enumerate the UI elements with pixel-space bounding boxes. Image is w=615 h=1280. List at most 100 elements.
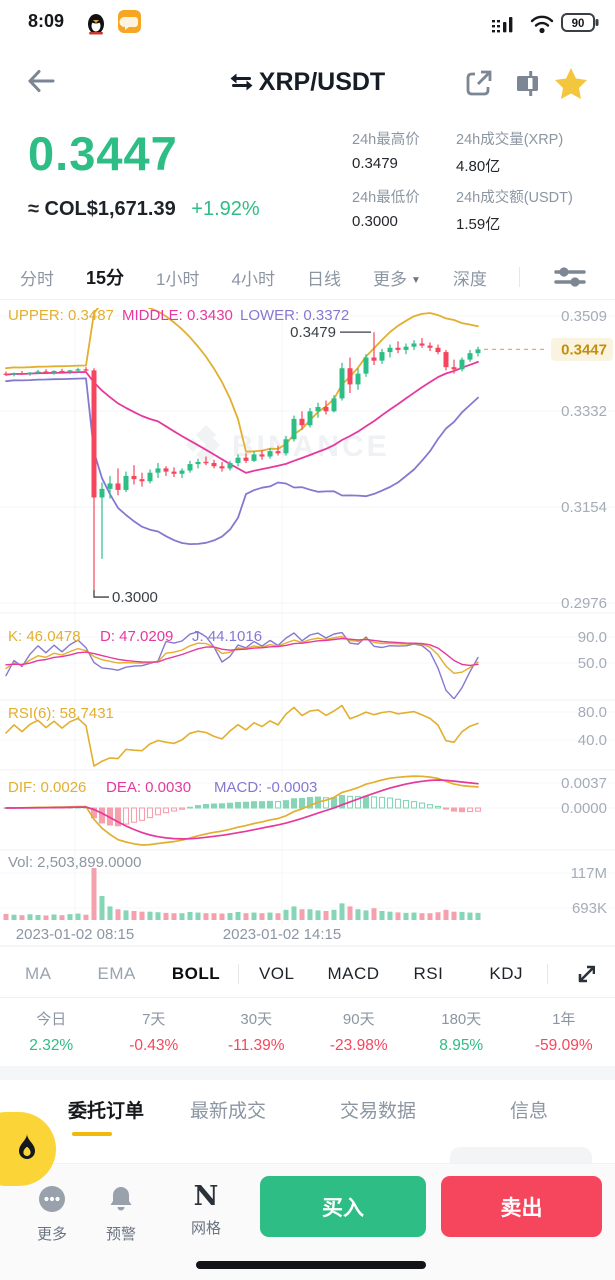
indicator-tab-rsi[interactable]: RSI — [413, 964, 444, 983]
tab-recent-trades[interactable]: 最新成交 — [190, 1101, 267, 1122]
grid-bot-icon: N — [193, 1181, 219, 1212]
perf-1y: 1年 -59.09% — [534, 1011, 593, 1054]
perf-30d: 30天 -11.39% — [227, 1011, 285, 1054]
orderbook-icon[interactable] — [514, 68, 545, 99]
swap-icon — [230, 73, 253, 91]
home-indicator[interactable] — [196, 1261, 426, 1269]
svg-text:2023-01-02 08:15: 2023-01-02 08:15 — [16, 926, 134, 943]
favorite-star-icon[interactable] — [553, 66, 590, 101]
last-price: 0.3447 — [28, 127, 178, 180]
wifi-icon — [530, 15, 554, 34]
expand-icon[interactable] — [574, 961, 595, 987]
svg-text:40.0: 40.0 — [578, 732, 607, 749]
indicator-tab-ma[interactable]: MA — [25, 964, 52, 983]
signal-icon — [492, 17, 513, 33]
svg-text:0.0037: 0.0037 — [561, 775, 607, 792]
stat-low: 24h最低价 0.3000 — [352, 190, 420, 230]
interval-tab-1h[interactable]: 1小时 — [156, 269, 200, 289]
performance-row: 今日 2.32% 7天 -0.43% 30天 -11.39% 90天 -23.98% 1… — [0, 1008, 615, 1055]
section-divider — [0, 1066, 615, 1080]
active-tab-underline — [72, 1132, 112, 1136]
indicator-tabs: MA EMA BOLL VOL MACD RSI KDJ — [25, 952, 595, 996]
sell-button[interactable]: 卖出 — [441, 1176, 602, 1237]
svg-text:0.3447: 0.3447 — [561, 341, 607, 358]
battery-icon: 90 — [561, 13, 599, 32]
svg-text:80.0: 80.0 — [578, 704, 607, 721]
tab-trading-data[interactable]: 交易数据 — [340, 1101, 417, 1122]
divider — [0, 299, 615, 300]
depth-tab[interactable]: 深度 — [452, 269, 487, 289]
svg-text:0.3154: 0.3154 — [561, 499, 607, 516]
perf-180d: 180天 8.95% — [439, 1011, 484, 1054]
stat-high: 24h最高价 0.3479 — [352, 132, 420, 172]
svg-text:117M: 117M — [571, 865, 607, 882]
svg-text:693K: 693K — [572, 900, 607, 917]
interval-more-dropdown[interactable]: 更多 ▼ — [372, 269, 421, 289]
divider — [547, 964, 548, 984]
indicator-tab-ema[interactable]: EMA — [97, 964, 136, 983]
status-bar: 8:09 — [0, 0, 615, 44]
back-icon[interactable] — [24, 66, 58, 96]
fiat-price: ≈ COL$1,671.39 — [28, 198, 176, 220]
svg-text:0.3000: 0.3000 — [112, 589, 158, 606]
interval-tab-time[interactable]: 分时 — [20, 269, 54, 289]
svg-text:90: 90 — [572, 18, 585, 30]
dropdown-caret-icon: ▼ — [410, 274, 421, 286]
interval-tab-1d[interactable]: 日线 — [306, 269, 341, 289]
pair-title-wrap: XRP/USDT — [0, 68, 615, 97]
pair-title: XRP/USDT — [258, 68, 386, 96]
stat-volume: 24h成交量(XRP) 4.80亿 — [456, 132, 564, 175]
share-icon[interactable] — [464, 68, 495, 99]
qq-icon — [88, 14, 104, 35]
chart-settings-icon[interactable] — [552, 264, 588, 290]
change-24h: +1.92% — [191, 198, 260, 220]
svg-text:0.0000: 0.0000 — [561, 800, 607, 817]
clock: 8:09 — [28, 11, 65, 31]
interval-tab-15m[interactable]: 15分 — [86, 268, 125, 288]
svg-text:D: 47.0209: D: 47.0209 — [100, 628, 173, 645]
indicator-tab-vol[interactable]: VOL — [258, 964, 295, 983]
grid-bot-button[interactable]: N 网格 — [184, 1182, 228, 1238]
perf-today: 今日 2.32% — [29, 1011, 74, 1054]
divider — [238, 964, 239, 984]
svg-text:BINANCE: BINANCE — [232, 430, 390, 463]
svg-text:0.2976: 0.2976 — [561, 595, 607, 612]
indicator-tab-boll[interactable]: BOLL — [171, 964, 221, 983]
indicator-tab-kdj[interactable]: KDJ — [489, 964, 523, 983]
divider — [0, 997, 615, 998]
perf-7d: 7天 -0.43% — [129, 1011, 179, 1054]
svg-text:J: 44.1016: J: 44.1016 — [192, 628, 262, 645]
alert-bell-icon — [110, 1187, 132, 1211]
interval-tabs: 分时 15分 1小时 4小时 日线 更多 ▼ 深度 — [20, 258, 595, 296]
svg-text:DEA: 0.0030: DEA: 0.0030 — [106, 779, 191, 796]
bottom-tabs: 委托订单 最新成交 交易数据 信息 — [0, 1080, 615, 1155]
alert-button[interactable]: 预警 — [99, 1185, 143, 1244]
svg-text:MIDDLE: 0.3430: MIDDLE: 0.3430 — [122, 307, 233, 324]
svg-text:K: 46.0478: K: 46.0478 — [8, 628, 81, 645]
svg-text:0.3509: 0.3509 — [561, 308, 607, 325]
svg-text:UPPER: 0.3487: UPPER: 0.3487 — [8, 307, 114, 324]
svg-text:2023-01-02 14:15: 2023-01-02 14:15 — [223, 926, 341, 943]
interval-tab-4h[interactable]: 4小时 — [231, 269, 275, 289]
svg-text:0.3332: 0.3332 — [561, 403, 607, 420]
tab-open-orders[interactable]: 委托订单 — [68, 1101, 145, 1122]
price-fiat-row: ≈ COL$1,671.39 +1.92% — [28, 198, 260, 221]
tab-info[interactable]: 信息 — [510, 1101, 549, 1122]
indicator-tab-macd[interactable]: MACD — [327, 964, 380, 983]
perf-90d: 90天 -23.98% — [329, 1011, 388, 1054]
svg-text:0.3479: 0.3479 — [290, 324, 336, 341]
svg-text:90.0: 90.0 — [578, 629, 607, 646]
stat-quote-volume: 24h成交额(USDT) 1.59亿 — [456, 190, 573, 233]
more-icon — [39, 1186, 65, 1212]
more-button[interactable]: 更多 — [30, 1185, 74, 1244]
header: XRP/USDT — [0, 44, 615, 120]
divider — [518, 267, 520, 287]
svg-text:Vol: 2,503,899.0000: Vol: 2,503,899.0000 — [8, 854, 141, 871]
svg-text:DIF: 0.0026: DIF: 0.0026 — [8, 779, 86, 796]
buy-button[interactable]: 买入 — [260, 1176, 426, 1237]
flame-badge-icon — [19, 1133, 35, 1159]
svg-text:50.0: 50.0 — [578, 655, 607, 672]
price-chart[interactable]: BINANCE 0.3479 0.3000 0.3447 UPPER: 0.3487 MI… — [0, 300, 615, 948]
svg-text:MACD: -0.0003: MACD: -0.0003 — [214, 779, 317, 796]
